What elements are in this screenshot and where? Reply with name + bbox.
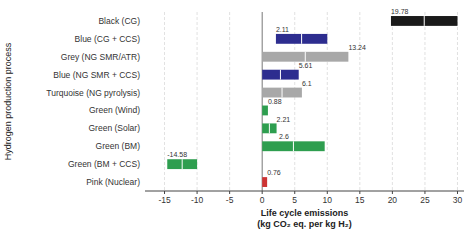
x-tick-label: 30 (453, 195, 463, 205)
data-label: 13.24 (348, 44, 366, 51)
bar-divider (424, 16, 425, 26)
x-tick (424, 191, 425, 194)
x-tick (294, 191, 295, 194)
x-tick-label: 5 (292, 195, 297, 205)
y-tick-label: Green (BM + CCS) (68, 159, 140, 169)
bar-divider (280, 70, 281, 80)
y-axis-label: Hydrogen production process (3, 42, 13, 160)
y-tick-label: Grey (NG SMR/ATR) (61, 52, 140, 62)
grid-line (457, 12, 458, 191)
x-tick-label: 10 (323, 195, 333, 205)
bar-divider (301, 34, 302, 44)
y-tick-label: Green (Wind) (89, 105, 140, 115)
x-tick (359, 191, 360, 194)
bar (391, 16, 458, 26)
bar-divider (293, 141, 294, 151)
bar (262, 106, 268, 116)
bar-divider (282, 88, 283, 98)
data-label: 5.61 (299, 62, 313, 69)
x-tick-label: -10 (191, 195, 204, 205)
y-tick-label: Green (Solar) (89, 123, 141, 133)
x-tick-label: -15 (158, 195, 171, 205)
bar (167, 159, 197, 169)
bars (167, 16, 457, 187)
x-axis: -15 -10 -5 0 5 10 15 20 25 30 Life cycle emissions… (145, 191, 464, 229)
x-tick-label: 25 (420, 195, 430, 205)
bar (262, 88, 302, 98)
grid-line (359, 12, 360, 191)
y-tick-label: Turquoise (NG pyrolysis) (46, 88, 140, 98)
chart: 19.78 2.11 13.24 5.61 6.1 0.88 2.21 2.6 -14.58 0.… (0, 0, 474, 233)
y-tick-label: Green (BM) (96, 141, 141, 151)
bar (262, 52, 348, 62)
y-tick-label: Pink (Nuclear) (86, 177, 140, 187)
x-axis-label: Life cycle emissions(kg CO₂ eq. per kg H… (257, 208, 352, 229)
x-tick (457, 191, 458, 194)
x-tick (164, 191, 165, 194)
grid-line (229, 12, 230, 191)
x-tick-label: 20 (388, 195, 398, 205)
x-axis-label-line: Life cycle emissions (261, 208, 349, 218)
y-tick-label: Black (CG) (98, 16, 140, 26)
bar-divider (269, 123, 270, 133)
x-tick-label: -5 (226, 195, 234, 205)
data-label: -14.58 (167, 151, 187, 158)
x-tick-label: 0 (260, 195, 265, 205)
x-tick (262, 191, 263, 194)
y-tick-label: Blue (CG + CCS) (75, 34, 141, 44)
data-label: 0.88 (268, 98, 282, 105)
data-label: 2.6 (279, 133, 289, 140)
x-axis-label-line: (kg CO₂ eq. per kg H₂) (257, 219, 352, 229)
x-tick (327, 191, 328, 194)
data-label: 6.1 (302, 80, 312, 87)
bar (262, 123, 276, 133)
data-label: 2.11 (276, 26, 289, 33)
bar (276, 34, 327, 44)
grid (165, 12, 458, 191)
data-label: 19.78 (391, 8, 409, 15)
grid-line (164, 12, 165, 191)
data-label: 2.21 (277, 116, 291, 123)
data-labels: 19.78 2.11 13.24 5.61 6.1 0.88 2.21 2.6 -14.58 0.… (167, 8, 408, 176)
x-axis-line (145, 191, 464, 192)
grid-line (424, 12, 425, 191)
zero-line (262, 12, 263, 191)
x-tick (392, 191, 393, 194)
data-label: 0.76 (267, 169, 281, 176)
bar-divider (182, 159, 183, 169)
x-tick-label: 15 (355, 195, 365, 205)
grid-line (392, 12, 393, 191)
bar (262, 177, 267, 187)
x-tick (197, 191, 198, 194)
bar-divider (305, 52, 306, 62)
x-tick (229, 191, 230, 194)
y-axis: Black (CG) Blue (CG + CCS) Grey (NG SMR/AT… (3, 16, 140, 187)
bar (262, 141, 324, 151)
y-tick-label: Blue (NG SMR + CCS) (53, 70, 140, 80)
bar (262, 70, 299, 80)
